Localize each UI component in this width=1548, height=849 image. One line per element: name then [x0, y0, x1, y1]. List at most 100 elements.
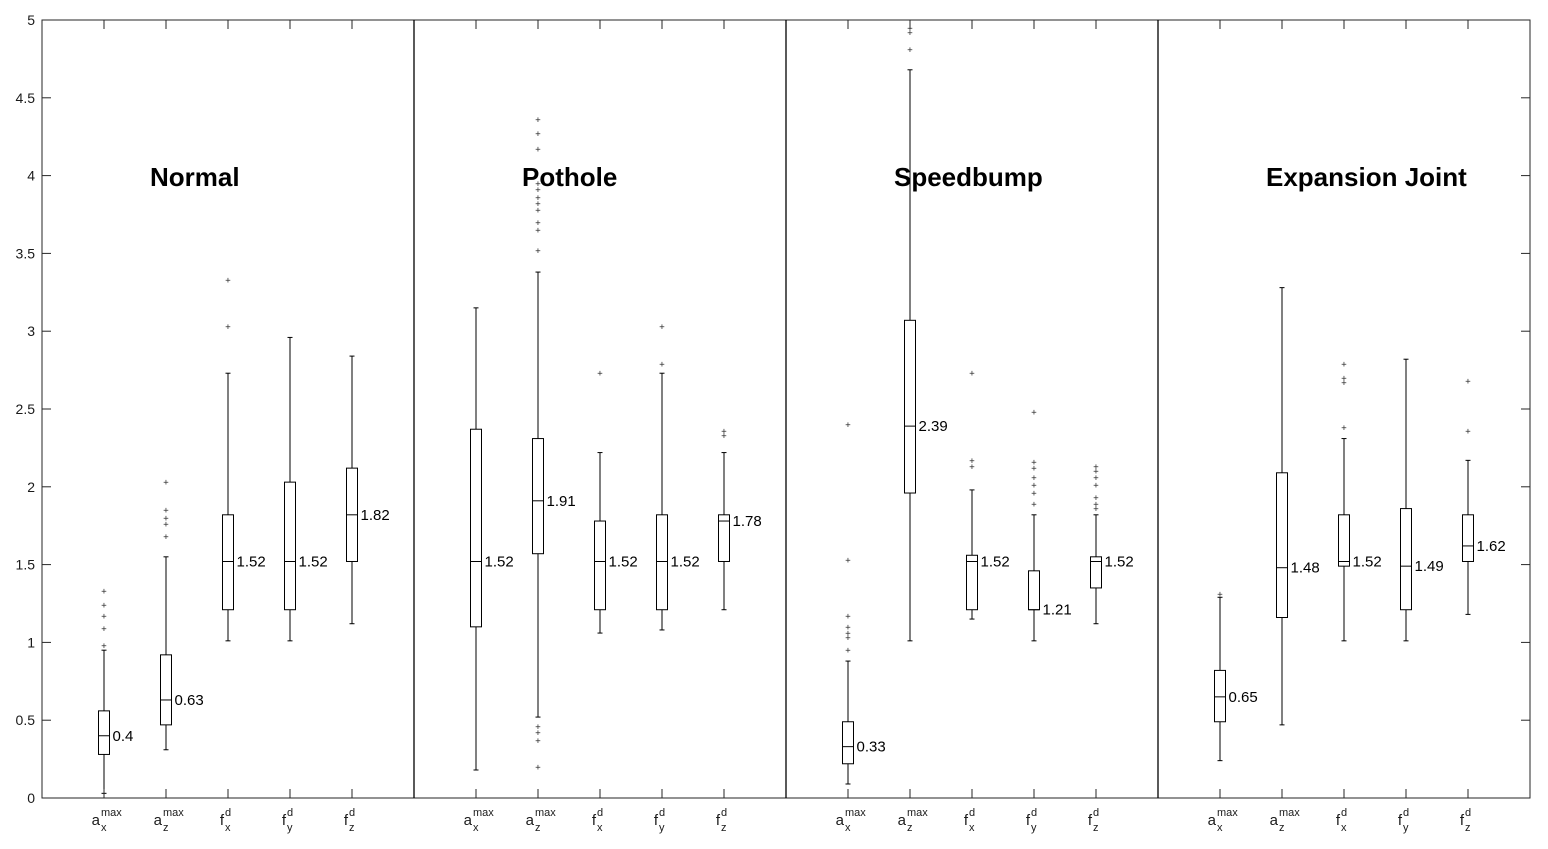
- group-title: Expansion Joint: [1266, 162, 1467, 192]
- x-tick-label-sub: x: [473, 822, 479, 834]
- x-tick-label-sub: x: [1217, 822, 1223, 834]
- x-tick-label-sup: d: [225, 807, 231, 819]
- outlier-point: +: [1031, 408, 1037, 418]
- x-tick-label-main: a: [1208, 812, 1217, 829]
- median-label: 1.78: [733, 513, 762, 530]
- x-tick-label-sup: max: [845, 807, 866, 819]
- median-label: 1.52: [485, 553, 514, 570]
- outlier-point: +: [101, 587, 107, 597]
- outlier-point: +: [845, 612, 851, 622]
- x-tick-label-sub: z: [721, 822, 727, 834]
- x-tick-label: a max x: [1208, 807, 1239, 834]
- outlier-point: +: [1217, 590, 1223, 600]
- x-tick-label-sub: x: [597, 822, 603, 834]
- x-tick-label-sup: max: [1217, 807, 1238, 819]
- outlier-point: +: [1093, 505, 1099, 515]
- outlier-point: +: [659, 323, 665, 333]
- x-tick-label-main: a: [898, 812, 907, 829]
- median-label: 0.65: [1229, 689, 1258, 706]
- outlier-point: +: [163, 520, 169, 530]
- median-label: 1.52: [237, 553, 266, 570]
- box-iqr: [532, 438, 544, 555]
- y-tick-label: 0: [27, 790, 35, 806]
- x-tick-label: a max z: [154, 807, 185, 834]
- x-tick-label-sup: max: [163, 807, 184, 819]
- box-iqr: [160, 654, 172, 726]
- outlier-point: +: [845, 623, 851, 633]
- x-tick-label: f dy: [282, 807, 293, 834]
- y-axis: 00.511.522.533.544.55: [16, 12, 1530, 806]
- box-0: 0.4+++++: [98, 587, 134, 794]
- box-4: 1.78 ++: [718, 427, 762, 611]
- outlier-point: +: [225, 323, 231, 333]
- box-iqr: [1400, 508, 1412, 611]
- box-3: 1.49: [1400, 358, 1444, 642]
- box-3: 1.21+++++++: [1028, 408, 1072, 642]
- x-tick-label: f dx: [592, 807, 603, 834]
- box-2: 1.52 + +: [222, 276, 266, 642]
- outlier-point: +: [163, 506, 169, 516]
- box-iqr: [594, 520, 606, 611]
- median-label: 1.52: [299, 553, 328, 570]
- x-tick-label-sub: z: [907, 822, 913, 834]
- group-pothole: Pothole1.521.91+++++++++++++++1.52+1.52+…: [470, 116, 762, 773]
- x-tick-label: f dx: [964, 807, 975, 834]
- median-label: 1.52: [981, 553, 1010, 570]
- median-label: 0.4: [113, 728, 134, 745]
- y-tick-label: 3: [27, 323, 35, 339]
- outlier-point: +: [969, 463, 975, 473]
- x-tick-label-sup: d: [1465, 807, 1471, 819]
- outlier-point: +: [535, 116, 541, 126]
- outlier-point: +: [597, 369, 603, 379]
- x-tick-label-sub: z: [535, 822, 541, 834]
- outlier-point: +: [535, 145, 541, 155]
- outlier-point: +: [1031, 489, 1037, 499]
- group-title: Pothole: [522, 162, 617, 192]
- outlier-point: +: [907, 28, 913, 38]
- box-0: 0.33+++++++: [842, 421, 886, 785]
- x-tick-label: a max z: [898, 807, 929, 834]
- x-tick-label-main: a: [464, 812, 473, 829]
- group-title: Speedbump: [894, 162, 1043, 192]
- outlier-point: +: [1093, 467, 1099, 477]
- outlier-point: +: [1093, 500, 1099, 510]
- x-tick-label-sup: d: [1341, 807, 1347, 819]
- median-label: 1.21: [1043, 602, 1072, 619]
- x-tick-label-sup: d: [1093, 807, 1099, 819]
- box-iqr: [842, 721, 854, 765]
- y-tick-label: 0.5: [16, 712, 36, 728]
- box-0: 1.52: [470, 307, 514, 771]
- outlier-point: +: [225, 276, 231, 286]
- x-tick-label-sup: d: [349, 807, 355, 819]
- outlier-point: +: [1031, 500, 1037, 510]
- group-dividers: [413, 20, 1159, 798]
- box-iqr: [98, 710, 110, 755]
- x-tick-label-sup: d: [287, 807, 293, 819]
- x-tick-label-main: a: [92, 812, 101, 829]
- x-tick-label: a max z: [526, 807, 557, 834]
- box-iqr: [470, 428, 482, 628]
- x-tick-label-main: f: [1088, 812, 1093, 829]
- x-tick-label-main: f: [592, 812, 597, 829]
- outlier-point: +: [969, 369, 975, 379]
- y-tick-label: 4: [27, 168, 35, 184]
- x-tick-label: f dz: [344, 807, 355, 834]
- box-iqr: [966, 554, 978, 611]
- x-tick-label-sub: x: [225, 822, 231, 834]
- x-tick-label-sup: max: [535, 807, 556, 819]
- x-tick-label-main: f: [1460, 812, 1465, 829]
- x-tick-label-sup: d: [597, 807, 603, 819]
- box-1: 2.39+++: [904, 24, 948, 642]
- x-tick-label-sup: d: [659, 807, 665, 819]
- box-1: 1.48: [1276, 287, 1320, 726]
- box-3: 1.52: [284, 336, 328, 642]
- x-tick-label-sup: max: [101, 807, 122, 819]
- outlier-point: +: [1465, 427, 1471, 437]
- x-tick-label-main: a: [154, 812, 163, 829]
- x-tick-label-sup: max: [1279, 807, 1300, 819]
- median-label: 1.52: [1353, 553, 1382, 570]
- box-2: 1.52 +: [594, 369, 638, 634]
- x-tick-label-main: f: [1398, 812, 1403, 829]
- box-4: 1.52+++++++: [1090, 463, 1134, 625]
